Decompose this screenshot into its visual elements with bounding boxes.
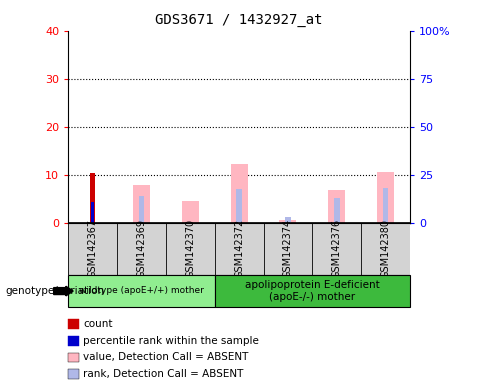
- Text: GSM142367: GSM142367: [88, 219, 98, 278]
- Bar: [236, 189, 242, 223]
- Bar: [279, 220, 297, 223]
- Text: wildtype (apoE+/+) mother: wildtype (apoE+/+) mother: [79, 286, 204, 295]
- Bar: [90, 173, 95, 223]
- Text: GSM142380: GSM142380: [381, 219, 390, 278]
- Bar: [182, 201, 199, 223]
- Bar: [68, 275, 215, 307]
- Bar: [328, 190, 345, 223]
- Text: GSM142369: GSM142369: [137, 219, 146, 278]
- Text: value, Detection Call = ABSENT: value, Detection Call = ABSENT: [83, 352, 248, 362]
- Text: genotype/variation: genotype/variation: [5, 286, 104, 296]
- Bar: [215, 275, 410, 307]
- Text: apolipoprotein E-deficient
(apoE-/-) mother: apolipoprotein E-deficient (apoE-/-) mot…: [245, 280, 380, 302]
- Text: count: count: [83, 319, 112, 329]
- Text: GSM142376: GSM142376: [332, 219, 342, 278]
- Bar: [139, 197, 144, 223]
- Bar: [133, 185, 150, 223]
- Bar: [383, 188, 388, 223]
- Bar: [230, 164, 248, 223]
- Text: GSM142372: GSM142372: [234, 219, 244, 278]
- Text: rank, Detection Call = ABSENT: rank, Detection Call = ABSENT: [83, 369, 244, 379]
- Text: GSM142370: GSM142370: [185, 219, 195, 278]
- Bar: [285, 217, 291, 223]
- Bar: [91, 202, 95, 223]
- Bar: [377, 172, 394, 223]
- Bar: [334, 198, 340, 223]
- Text: GSM142374: GSM142374: [283, 219, 293, 278]
- Text: percentile rank within the sample: percentile rank within the sample: [83, 336, 259, 346]
- Title: GDS3671 / 1432927_at: GDS3671 / 1432927_at: [155, 13, 323, 27]
